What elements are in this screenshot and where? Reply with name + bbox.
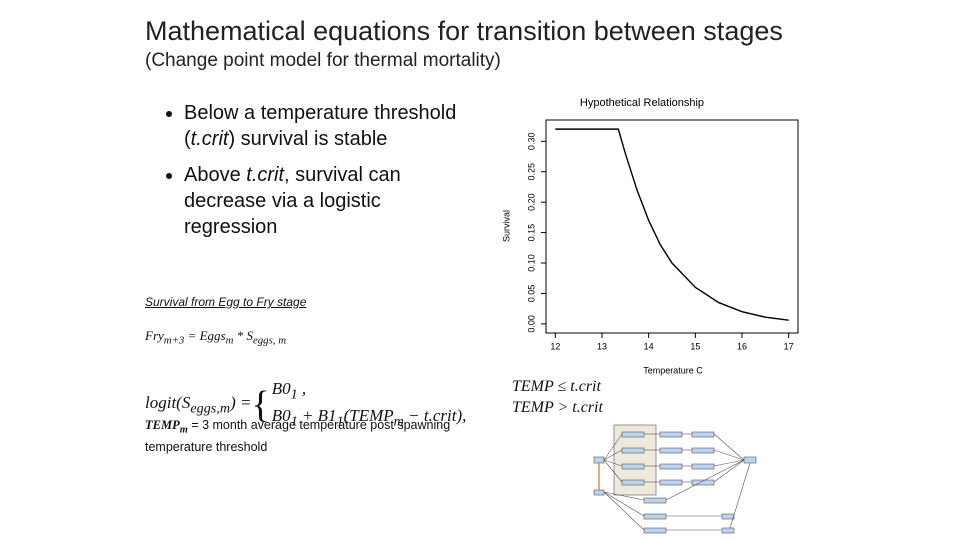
slide-subtitle: (Change point model for thermal mortalit…: [145, 50, 501, 71]
slide-title: Mathematical equations for transition be…: [145, 16, 783, 46]
y-tick-label: 0.15: [526, 224, 536, 242]
eq: (TEMP: [343, 406, 394, 426]
bullet-list: Below a temperature threshold (t.crit) s…: [160, 100, 474, 250]
eq: TEMP > t.crit: [512, 399, 603, 416]
eq: logit(Seggs,m) =: [145, 393, 251, 417]
text: , survival can decrease via a logistic r…: [184, 164, 401, 238]
text: Below a temperature threshold (: [184, 102, 457, 150]
x-tick-label: 13: [597, 341, 607, 351]
fry-equation: Frym+3 = Eggsm * Seggs, m: [145, 328, 286, 347]
y-tick-label: 0.25: [526, 163, 536, 181]
y-tick-label: 0.05: [526, 285, 536, 303]
chart: Hypothetical Relationship Temperature C …: [501, 97, 799, 375]
y-tick-label: 0.30: [526, 133, 536, 151]
eq: 1: [290, 413, 298, 430]
text: ) survival is stable: [228, 128, 388, 150]
eq: 1: [290, 386, 298, 403]
plot-box: [545, 119, 799, 334]
y-axis-label: Survival: [501, 210, 511, 242]
eq: − t.crit),: [403, 406, 467, 426]
x-tick-label: 15: [690, 341, 700, 351]
cases: B01 , B01 + B11(TEMPm − t.crit),: [272, 378, 467, 433]
eq: ) =: [230, 393, 252, 413]
text: t.crit: [246, 164, 285, 186]
x-tick-label: 17: [784, 341, 794, 351]
eq: logit(S: [145, 393, 191, 413]
text: Above: [184, 164, 247, 186]
eq: m+3: [163, 334, 185, 347]
eq: eggs, m: [252, 334, 287, 347]
eq: TEMP ≤ t.crit: [512, 378, 601, 395]
eq: * S: [233, 328, 253, 343]
section-heading: Survival from Egg to Fry stage: [145, 295, 306, 309]
eq: m: [179, 424, 188, 436]
x-axis-label: Temperature C: [643, 365, 703, 375]
eq: B01 ,: [271, 379, 307, 402]
eq: ,: [297, 379, 307, 398]
text: t.crit: [190, 128, 229, 150]
text: Survival from Egg to Fry stage: [145, 295, 307, 309]
x-tick-label: 16: [737, 341, 747, 351]
chart-title: Hypothetical Relationship: [580, 97, 704, 109]
text: = 3 month average temperature post spawn…: [145, 418, 451, 454]
logit-equation: logit(Seggs,m) = { B01 , B01 + B11(TEMPm…: [145, 378, 466, 433]
bullet: Above t.crit, survival can decrease via …: [184, 162, 474, 240]
x-tick-label: 14: [644, 341, 654, 351]
x-tick-label: 12: [550, 341, 560, 351]
eq: 1: [336, 413, 344, 430]
y-tick-label: 0.20: [526, 193, 536, 211]
eq: eggs,m: [190, 400, 231, 417]
eq: = Eggs: [184, 328, 226, 343]
y-tick-label: 0.00: [526, 315, 536, 333]
eq: + B1: [297, 406, 337, 426]
eq: B0: [271, 379, 291, 398]
diagram-shapes: [593, 424, 757, 534]
temp-definition: TEMPm = 3 month average temperature post…: [145, 417, 515, 455]
y-tick-label: 0.10: [526, 254, 536, 272]
eq: B0: [271, 406, 291, 426]
flow-diagram: [593, 424, 757, 534]
eq: m: [393, 413, 404, 430]
survival-line: [555, 128, 789, 321]
conditions: TEMP ≤ t.crit TEMP > t.crit: [512, 376, 603, 418]
eq: B01 + B11(TEMPm − t.crit),: [271, 406, 467, 429]
eq: TEMP: [145, 418, 180, 432]
eq: m: [225, 334, 234, 347]
eq: Fry: [145, 328, 164, 343]
bullet: Below a temperature threshold (t.crit) s…: [184, 100, 474, 152]
brace: {: [251, 384, 270, 427]
